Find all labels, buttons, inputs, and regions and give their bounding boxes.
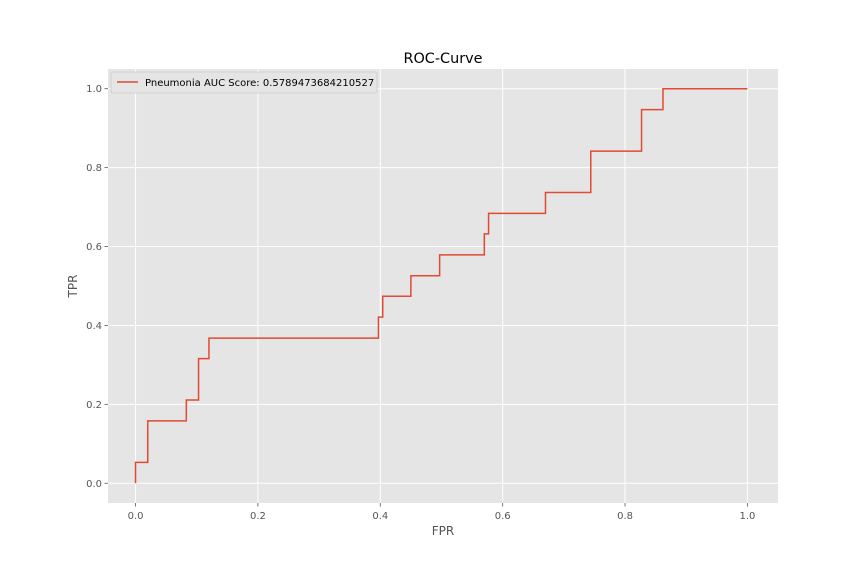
y-tick-label: 0.2	[86, 400, 102, 411]
legend-box	[110, 71, 378, 94]
x-tick-label: 0.2	[250, 511, 266, 522]
series-layer	[134, 87, 748, 484]
y-axis-label: TPR	[66, 275, 80, 299]
chart-title: ROC-Curve	[403, 51, 482, 67]
x-tick-label: 0.0	[128, 511, 144, 522]
tick-layer: 0.0 0.2 0.4 0.6 0.8 1.0 0.0 0.2 0.4 0.6 0.8 1.0	[86, 84, 755, 522]
x-tick-label: 1.0	[739, 511, 755, 522]
x-tick-label: 0.6	[495, 511, 511, 522]
legend: Pneumonia AUC Score: 0.5789473684210527	[110, 71, 378, 94]
plot-area-background	[108, 69, 778, 503]
x-axis-label: FPR	[432, 524, 454, 538]
y-tick-label: 0.8	[86, 163, 102, 174]
y-tick-label: 0.0	[86, 479, 102, 490]
roc-curve-line	[134, 87, 748, 484]
y-tick-label: 0.4	[86, 321, 102, 332]
x-tick-label: 0.4	[372, 511, 388, 522]
y-tick-label: 1.0	[86, 84, 102, 95]
y-tick-label: 0.6	[86, 242, 102, 253]
legend-label: Pneumonia AUC Score: 0.5789473684210527	[145, 78, 374, 89]
x-tick-label: 0.8	[617, 511, 633, 522]
